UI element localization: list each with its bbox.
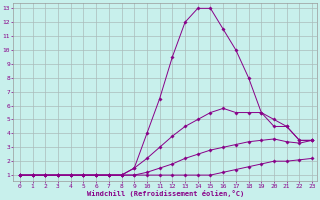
X-axis label: Windchill (Refroidissement éolien,°C): Windchill (Refroidissement éolien,°C) (87, 190, 244, 197)
